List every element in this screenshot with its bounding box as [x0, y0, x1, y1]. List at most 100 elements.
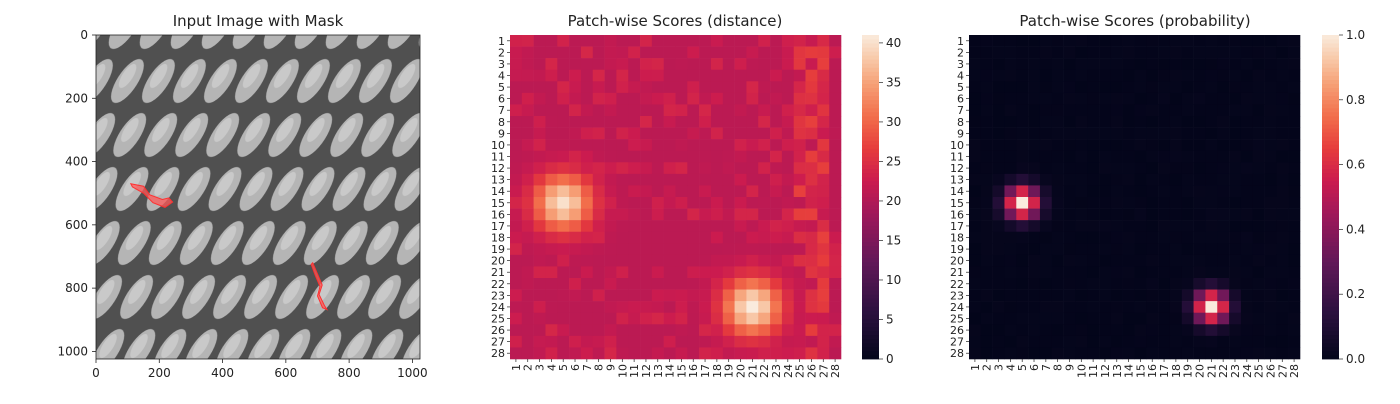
- colorbar-segment: [862, 132, 879, 137]
- heatmap-cell: [1181, 35, 1194, 47]
- heatmap-cell: [817, 81, 830, 94]
- heatmap-cell: [1276, 92, 1289, 105]
- heatmap-cell: [533, 220, 546, 233]
- heatmap-cell: [1252, 278, 1265, 290]
- heatmap-cell: [722, 208, 735, 221]
- heatmap-cell: [1158, 289, 1171, 302]
- heatmap-cell: [758, 254, 771, 267]
- heatmap-cell: [569, 208, 582, 221]
- heatmap-cell: [1004, 185, 1017, 198]
- heatmap-cell: [580, 150, 594, 163]
- row-label: 4: [957, 70, 964, 83]
- heatmap-cell: [980, 58, 993, 71]
- heatmap-cell: [758, 243, 771, 256]
- heatmap-cell: [1217, 197, 1230, 209]
- heatmap-cell: [1217, 301, 1230, 314]
- heatmap-cell: [521, 312, 534, 325]
- heatmap-cell: [746, 173, 759, 186]
- col-label: 8: [593, 364, 606, 371]
- heatmap-cell: [521, 220, 534, 233]
- heatmap-cell: [1158, 266, 1171, 279]
- col-label: 20: [1194, 364, 1207, 378]
- col-label: 3: [534, 364, 547, 371]
- heatmap-cell: [1193, 173, 1206, 186]
- heatmap-cell: [1087, 150, 1100, 163]
- heatmap-cell: [1158, 92, 1171, 105]
- panel3-title: Patch-wise Scores (probability): [1019, 12, 1250, 30]
- heatmap-cell: [1016, 243, 1029, 256]
- heatmap-cell: [580, 46, 594, 59]
- heatmap-cell: [793, 208, 806, 221]
- heatmap-cell: [1205, 324, 1218, 337]
- heatmap-cell: [980, 312, 993, 325]
- heatmap-cell: [651, 92, 664, 105]
- heatmap-cell: [805, 173, 818, 186]
- heatmap-cell: [640, 312, 653, 325]
- heatmap-cell: [1217, 46, 1230, 59]
- heatmap-cell: [1217, 231, 1230, 244]
- heatmap-cell: [640, 46, 653, 59]
- heatmap-cell: [1146, 46, 1159, 59]
- heatmap-cell: [770, 139, 783, 152]
- heatmap-cell: [1063, 104, 1076, 117]
- heatmap-cell: [1146, 231, 1159, 244]
- y-tick-label: 600: [65, 218, 88, 232]
- heatmap-cell: [675, 324, 688, 337]
- heatmap-cell: [533, 162, 546, 175]
- heatmap-cell: [1110, 92, 1123, 105]
- heatmap-cell: [628, 104, 641, 117]
- heatmap-cell: [710, 335, 724, 348]
- heatmap-cell: [710, 231, 724, 244]
- heatmap-cell: [710, 139, 724, 152]
- heatmap-cell: [1087, 278, 1100, 290]
- heatmap-cell: [746, 46, 759, 59]
- heatmap-cell: [1264, 278, 1277, 290]
- heatmap-cell: [1063, 266, 1076, 279]
- heatmap-cell: [687, 231, 700, 244]
- colorbar-segment: [862, 265, 879, 271]
- col-label: 15: [675, 364, 688, 378]
- heatmap-cell: [651, 335, 664, 348]
- heatmap-cell: [1016, 116, 1029, 128]
- heatmap-cell: [1075, 335, 1088, 348]
- heatmap-cell: [805, 104, 818, 117]
- heatmap-cell: [992, 254, 1005, 267]
- heatmap-cell: [687, 81, 700, 94]
- heatmap-cell: [545, 266, 558, 279]
- row-label: 14: [491, 185, 505, 198]
- heatmap-cell: [1016, 185, 1029, 198]
- colorbar-segment: [862, 314, 879, 319]
- heatmap-cell: [1087, 335, 1100, 348]
- heatmap-cell: [1217, 69, 1230, 82]
- heatmap-cell: [829, 197, 842, 209]
- heatmap-cell: [616, 254, 629, 267]
- heatmap-cell: [521, 289, 534, 302]
- heatmap-cell: [1087, 46, 1100, 59]
- heatmap-cell: [675, 266, 688, 279]
- heatmap-cell: [1004, 266, 1017, 279]
- x-tick-label: 200: [148, 366, 171, 380]
- col-label: 4: [545, 364, 558, 371]
- heatmap-cell: [722, 231, 735, 244]
- heatmap-cell: [592, 46, 605, 59]
- row-label: 14: [950, 185, 964, 198]
- heatmap-cell: [675, 301, 688, 314]
- heatmap-cell: [604, 162, 617, 175]
- heatmap-cell: [699, 69, 712, 82]
- heatmap-cell: [829, 335, 842, 348]
- colorbar-segment: [1322, 91, 1339, 97]
- row-label: 9: [498, 127, 505, 140]
- heatmap-cell: [1051, 150, 1064, 163]
- row-label: 11: [491, 151, 505, 164]
- colorbar-segment: [862, 201, 879, 206]
- heatmap-cell: [1016, 312, 1029, 325]
- heatmap-cell: [1276, 35, 1289, 47]
- heatmap-cell: [663, 301, 676, 314]
- colorbar-segment: [862, 318, 879, 323]
- heatmap-cell: [793, 231, 806, 244]
- heatmap-cell: [1276, 58, 1289, 71]
- heatmap-cell: [793, 254, 806, 267]
- heatmap-cell: [1099, 162, 1112, 175]
- col-label: 12: [640, 364, 653, 378]
- heatmap-cell: [1288, 185, 1301, 198]
